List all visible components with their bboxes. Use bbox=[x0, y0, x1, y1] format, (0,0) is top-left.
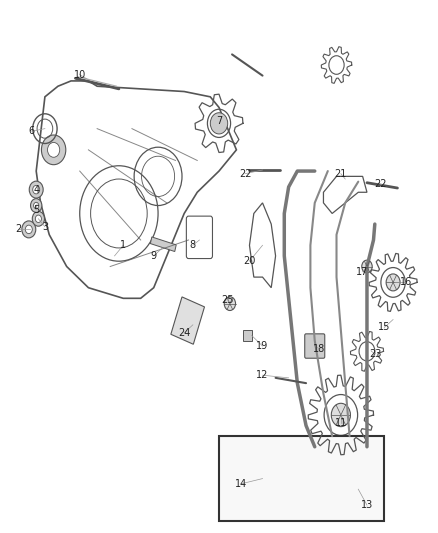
Text: 9: 9 bbox=[151, 251, 157, 261]
Circle shape bbox=[31, 199, 42, 213]
Text: 6: 6 bbox=[29, 126, 35, 136]
Text: 12: 12 bbox=[256, 370, 268, 380]
Text: 19: 19 bbox=[256, 341, 268, 351]
Text: 1: 1 bbox=[120, 240, 126, 251]
Text: 17: 17 bbox=[357, 267, 369, 277]
Circle shape bbox=[362, 260, 372, 273]
Text: 8: 8 bbox=[190, 240, 196, 251]
Circle shape bbox=[32, 212, 45, 226]
Text: 18: 18 bbox=[313, 344, 325, 354]
Text: 3: 3 bbox=[42, 222, 48, 232]
Text: 11: 11 bbox=[335, 418, 347, 428]
Text: 5: 5 bbox=[33, 205, 39, 215]
Circle shape bbox=[47, 142, 60, 157]
Circle shape bbox=[25, 225, 32, 233]
Text: 13: 13 bbox=[361, 500, 373, 510]
Text: 22: 22 bbox=[374, 179, 386, 189]
Text: 25: 25 bbox=[222, 295, 234, 305]
Text: 7: 7 bbox=[216, 116, 222, 126]
Circle shape bbox=[22, 221, 36, 238]
Text: 23: 23 bbox=[370, 349, 382, 359]
Circle shape bbox=[331, 403, 350, 426]
Circle shape bbox=[386, 274, 400, 291]
Polygon shape bbox=[171, 297, 205, 344]
Text: 2: 2 bbox=[16, 224, 22, 235]
Text: 22: 22 bbox=[239, 169, 251, 179]
Text: 24: 24 bbox=[178, 328, 191, 338]
Circle shape bbox=[224, 297, 236, 311]
Circle shape bbox=[42, 135, 66, 165]
Text: 14: 14 bbox=[235, 479, 247, 489]
Text: 20: 20 bbox=[243, 256, 256, 266]
Circle shape bbox=[33, 185, 40, 194]
Circle shape bbox=[29, 181, 43, 198]
Text: 16: 16 bbox=[400, 277, 412, 287]
Polygon shape bbox=[150, 237, 176, 252]
Text: 21: 21 bbox=[335, 169, 347, 179]
Text: 15: 15 bbox=[378, 322, 391, 333]
Bar bbox=[243, 330, 252, 341]
Circle shape bbox=[35, 215, 42, 222]
Bar bbox=[219, 436, 385, 521]
Circle shape bbox=[34, 203, 39, 209]
Text: 4: 4 bbox=[33, 184, 39, 195]
FancyBboxPatch shape bbox=[305, 334, 325, 358]
Text: 10: 10 bbox=[74, 70, 86, 79]
Circle shape bbox=[210, 113, 228, 134]
